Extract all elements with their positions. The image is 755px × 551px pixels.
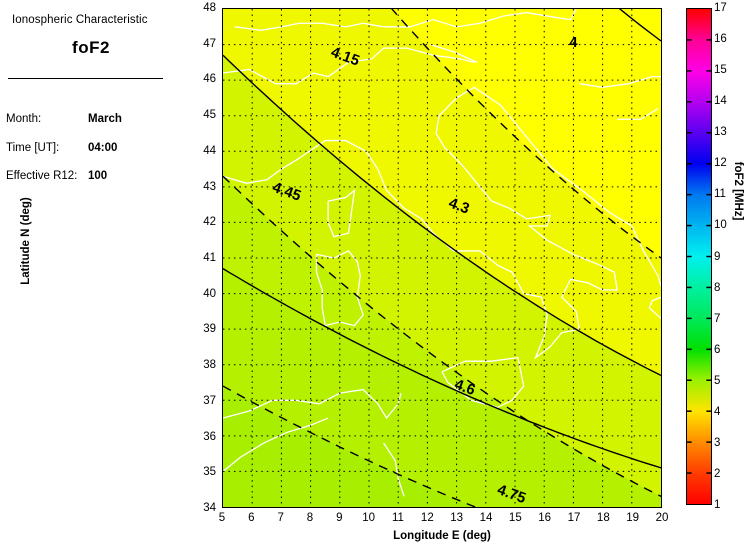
- y-tick-label: 46: [203, 73, 216, 86]
- x-tick-label: 16: [538, 512, 552, 524]
- x-tick-label: 11: [392, 512, 404, 524]
- y-tick-label: 34: [203, 502, 216, 514]
- colorbar-tick-label: 11: [714, 188, 726, 201]
- colorbar-tick-label: 1: [714, 499, 721, 511]
- colorbar-tick-label: 3: [714, 436, 721, 449]
- colorbar-tick-label: 9: [714, 250, 721, 263]
- colorbar-tick-label: 13: [714, 126, 727, 139]
- colorbar-svg: [687, 9, 711, 504]
- month-label: Month:: [6, 113, 42, 125]
- x-tick-label: 12: [420, 512, 434, 524]
- r12-value: 100: [88, 170, 108, 182]
- x-tick-label: 6: [248, 512, 255, 524]
- y-axis-title: Latitude N (deg): [20, 197, 32, 285]
- colorbar-tick-label: 4: [714, 405, 721, 418]
- x-axis-title: Longitude E (deg): [393, 530, 491, 542]
- colorbar-ticks: 1 2 3 4 5 6 7 8 9 10 11 12 13 14 15 16 17: [714, 2, 738, 511]
- map-plot-svg: 44.154.34.454.64.75: [223, 9, 661, 507]
- y-tick-label: 37: [203, 394, 216, 407]
- x-tick-label: 9: [336, 512, 343, 524]
- x-tick-label: 14: [479, 512, 493, 524]
- y-tick-label: 40: [203, 287, 216, 300]
- colorbar-tick-label: 12: [714, 157, 727, 170]
- map-plot: 4 4.15 4.3 4.45 4.6 4.75: [222, 8, 662, 508]
- x-tick-label: 19: [626, 512, 640, 524]
- colorbar-tick-label: 2: [714, 467, 721, 480]
- colorbar-tick-label: 5: [714, 374, 721, 387]
- colorbar-tick-label: 14: [714, 95, 727, 108]
- y-tick-label: 41: [203, 252, 216, 264]
- y-tick-label: 47: [203, 37, 216, 50]
- x-tick-label: 8: [306, 512, 314, 524]
- x-tick-label: 15: [508, 512, 522, 524]
- x-tick-label: 13: [450, 512, 464, 524]
- y-tick-label: 39: [203, 323, 216, 336]
- y-tick-label: 35: [203, 466, 216, 479]
- colorbar-title: foF2 [MHz]: [732, 161, 744, 221]
- colorbar-tick-label: 16: [714, 33, 727, 46]
- colorbar-tick-label: 7: [714, 312, 721, 325]
- characteristic-name: foF2: [72, 38, 110, 57]
- x-tick-label: 18: [596, 512, 610, 524]
- y-tick-label: 48: [203, 2, 216, 14]
- month-value: March: [88, 113, 122, 125]
- time-label: Time [UT]:: [6, 142, 60, 154]
- colorbar-tick-label: 6: [714, 343, 721, 356]
- y-axis-ticks: 34 35 36 37 38 39 40 41 42 43 44 45 46 47 48: [186, 2, 216, 514]
- colorbar: [686, 8, 712, 505]
- colorbar-tick-label: 10: [714, 219, 727, 232]
- characteristic-label: Ionospheric Characteristic: [12, 14, 148, 26]
- y-tick-label: 38: [203, 359, 216, 372]
- y-tick-label: 44: [203, 144, 216, 157]
- colorbar-tick-label: 17: [714, 2, 727, 14]
- y-tick-label: 36: [203, 430, 216, 443]
- x-tick-label: 10: [362, 512, 376, 524]
- info-panel: Ionospheric Characteristic foF2 Month: M…: [0, 0, 200, 551]
- x-tick-label: 7: [277, 512, 284, 524]
- colorbar-tick-label: 15: [714, 64, 727, 77]
- panel-divider: [8, 78, 163, 79]
- x-tick-label: 20: [655, 512, 669, 524]
- y-tick-label: 43: [203, 180, 216, 193]
- colorbar-tick-label: 8: [714, 281, 721, 294]
- svg-text:4.3: 4.3: [446, 194, 471, 217]
- x-tick-label: 5: [218, 512, 226, 524]
- y-tick-label: 45: [203, 109, 216, 122]
- time-value: 04:00: [88, 142, 118, 154]
- r12-label: Effective R12:: [6, 170, 78, 182]
- y-tick-label: 42: [203, 216, 216, 229]
- colorbar-gradient: [686, 8, 712, 505]
- x-axis-ticks: 5 6 7 8 9 10 11 12 13 14 15 16 17 18 19 20: [219, 512, 669, 532]
- svg-text:4: 4: [569, 34, 578, 51]
- map-plot-area: 4 4.15 4.3 4.45 4.6 4.75: [222, 8, 662, 508]
- svg-text:4.6: 4.6: [452, 376, 477, 399]
- x-tick-label: 17: [567, 512, 581, 524]
